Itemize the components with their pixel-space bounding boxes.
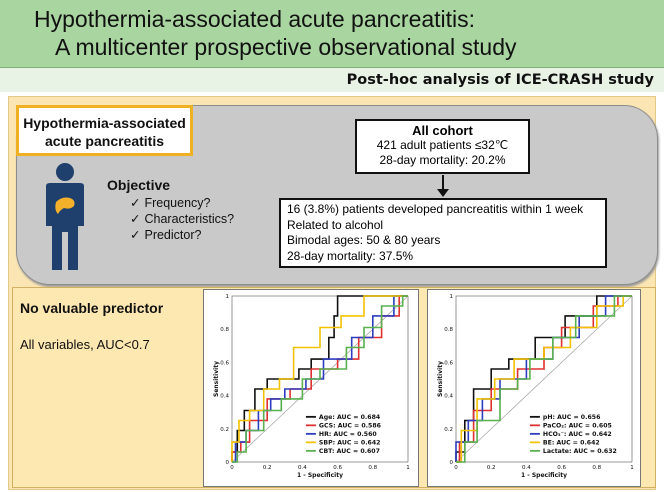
legend-label: Age: AUC = 0.684 [319,414,381,421]
y-tick-label: 0.8 [444,327,453,333]
legend-label: GCS: AUC = 0.586 [319,422,381,429]
check-icon: ✓ [130,212,141,226]
roc-series-line [456,295,632,463]
x-tick-label: 1 [630,465,634,471]
objective-item: ✓ Characteristics? [130,212,235,226]
roc-chart-blood-gas: 0 0.2 0.4 0.6 0.8 1 0 0.2 0.4 0.6 0.8 1 1 - Specific… [427,289,641,487]
legend-label: PaCO₂: AUC = 0.605 [543,422,612,429]
roc-chart-svg: 0 0.2 0.4 0.6 0.8 1 0 0.2 0.4 0.6 0.8 1 1 - Specific… [437,294,634,479]
y-tick-label: 0.6 [220,360,229,366]
legend-label: CBT: AUC = 0.607 [319,448,380,455]
all-cohort-box: All cohort 421 adult patients ≤32℃ 28-da… [355,119,530,174]
check-icon: ✓ [130,196,141,210]
y-tick-label: 1 [450,294,454,300]
plot-frame [455,295,633,463]
roc-series-line [232,295,408,463]
objective-item: ✓ Frequency? [130,196,211,210]
finding-line: 28-day mortality: 37.5% [287,248,414,263]
y-tick-label: 0.4 [220,394,229,400]
y-tick-label: 0.8 [220,327,229,333]
y-tick-label: 0.2 [444,427,453,433]
down-arrow-shaft [442,175,444,191]
y-axis-label: Sensitivity [437,361,444,397]
legend-label: pH: AUC = 0.656 [543,414,600,421]
page-subtitle: Post-hoc analysis of ICE-CRASH study [346,72,654,88]
page-title-line-1: Hypothermia-associated acute pancreatiti… [34,6,476,32]
x-tick-label: 0.8 [592,465,601,471]
down-arrow-icon [437,189,449,197]
legend-label: HCO₃⁻: AUC = 0.642 [543,431,612,438]
conclusion-heading: No valuable predictor [20,300,164,316]
roc-series-line [231,295,408,462]
legend-label: HR: AUC = 0.560 [319,431,377,438]
check-icon: ✓ [130,228,141,242]
all-cohort-title: All cohort [412,123,473,138]
finding-line: 16 (3.8%) patients developed pancreatiti… [287,202,584,216]
roc-chart-vital-signs: 0 0.2 0.4 0.6 0.8 1 0 0.2 0.4 0.6 0.8 1 1 - Specific… [203,289,419,487]
title-banner [0,0,664,68]
x-tick-label: 0.4 [298,465,307,471]
y-tick-label: 0 [450,460,454,466]
y-tick-label: 0.6 [444,360,453,366]
y-tick-label: 0 [226,460,230,466]
y-tick-label: 0.2 [220,427,229,433]
x-tick-label: 0.8 [368,465,377,471]
x-tick-label: 0 [454,465,458,471]
legend-label: Lactate: AUC = 0.632 [543,448,617,455]
x-axis-label: 1 - Specificity [521,472,567,479]
objective-heading: Objective [107,177,171,193]
roc-series-line [456,295,632,463]
patient-icon [46,163,84,270]
topic-line-2: acute pancreatitis [44,133,165,149]
objective-item: ✓ Predictor? [130,228,202,242]
legend-label: BE: AUC = 0.642 [543,439,600,446]
subtitle-banner [0,68,664,92]
legend-label: SBP: AUC = 0.642 [319,439,381,446]
plot-frame [231,295,409,463]
x-tick-label: 0.6 [557,465,566,471]
diagonal-reference-line [455,295,633,463]
conclusion-note: All variables, AUC<0.7 [20,337,150,352]
pancreatitis-findings-box: 16 (3.8%) patients developed pancreatiti… [279,198,607,268]
page-title-line-2: A multicenter prospective observational … [55,34,517,60]
y-tick-label: 0.4 [444,394,453,400]
x-tick-label: 0.4 [522,465,531,471]
all-cohort-line-2: 28-day mortality: 20.2% [379,153,506,167]
y-tick-label: 1 [226,294,230,300]
x-axis-label: 1 - Specificity [297,472,343,479]
x-tick-label: 1 [406,465,410,471]
y-axis-label: Sensitivity [213,361,220,397]
x-tick-label: 0.2 [263,465,272,471]
topic-box: Hypothermia-associated acute pancreatiti… [16,105,193,156]
roc-chart-svg: 0 0.2 0.4 0.6 0.8 1 0 0.2 0.4 0.6 0.8 1 1 - Specific… [213,294,410,479]
finding-line: Bimodal ages: 50 & 80 years [287,233,441,247]
x-tick-label: 0.2 [487,465,496,471]
x-tick-label: 0.6 [333,465,342,471]
finding-line: Related to alcohol [287,217,384,232]
x-tick-label: 0 [230,465,234,471]
topic-line-1: Hypothermia-associated [23,115,186,131]
all-cohort-line-1: 421 adult patients ≤32℃ [376,138,509,152]
